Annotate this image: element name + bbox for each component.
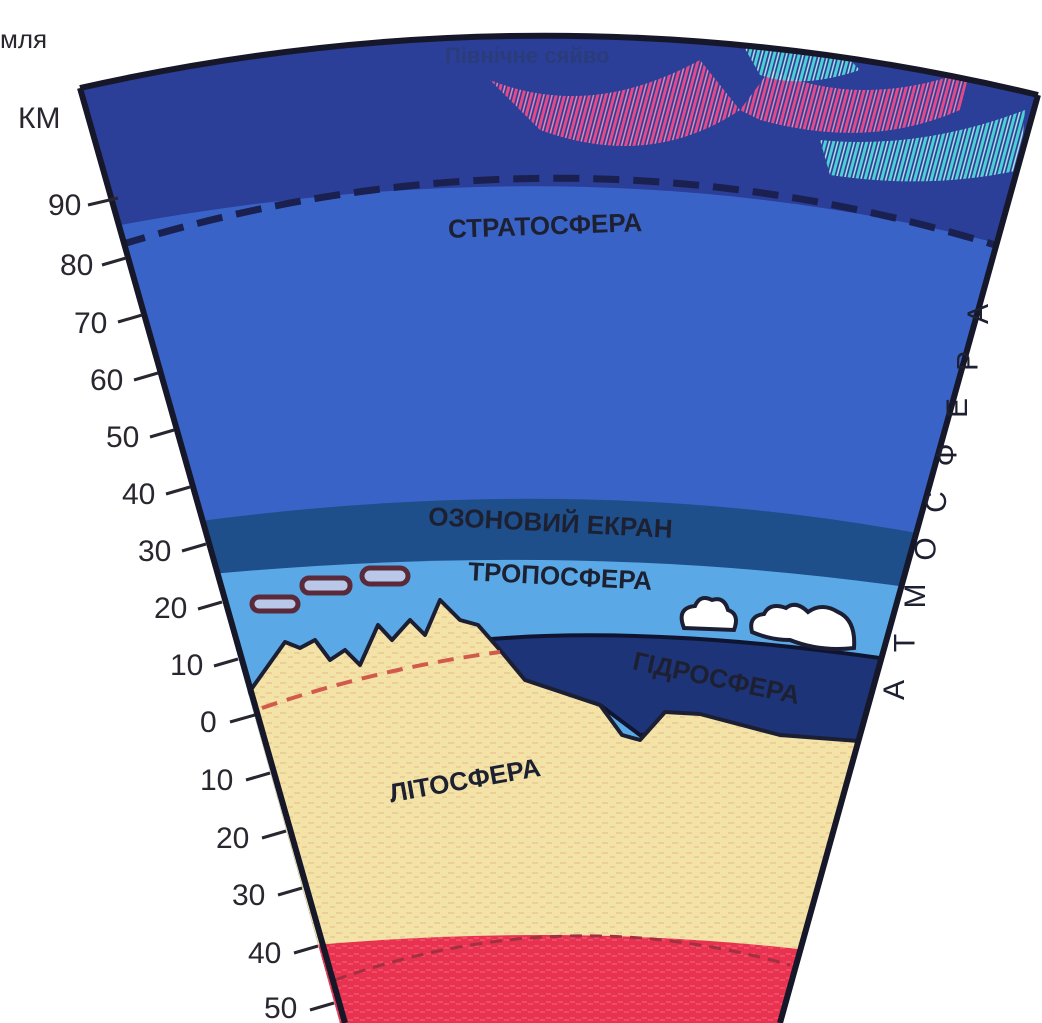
atmosphere-letter: А	[962, 304, 995, 324]
clouds-right	[679, 596, 857, 651]
atmosphere-letter: Ф	[931, 444, 964, 467]
cloud	[679, 596, 738, 633]
scale-label-0: 0	[200, 706, 217, 739]
tick	[229, 713, 256, 724]
scale-label-60: 60	[90, 364, 123, 397]
tick	[165, 485, 191, 496]
tick	[293, 944, 319, 955]
scale-ticks	[87, 196, 335, 1012]
scale-label-30: 30	[138, 535, 171, 568]
aurora-cyan-band	[740, 40, 1025, 182]
scale-label-20: 20	[154, 592, 187, 625]
scale-label-50: 50	[106, 421, 139, 454]
aurora-label: Північне сяйво	[445, 43, 610, 68]
sector-outline	[77, 32, 1041, 1023]
stratosphere-boundary-dashed	[118, 174, 1007, 252]
tick	[181, 542, 207, 553]
unit-label: КМ	[18, 102, 60, 135]
scale-label-70: 70	[74, 307, 107, 340]
cloud	[249, 594, 301, 614]
tick	[213, 657, 239, 668]
tick	[117, 313, 143, 324]
atmosphere-letter: С	[920, 491, 953, 513]
scale-label-minus-10: 10	[200, 764, 233, 797]
atmosphere-letter: А	[878, 680, 911, 700]
corner-label: мля	[0, 24, 47, 54]
stratosphere-label: СТРАТОСФЕРА	[448, 207, 643, 244]
scale-label-10: 10	[170, 649, 203, 682]
scale-label-90: 90	[48, 189, 81, 222]
scale-label-minus-50: 50	[264, 992, 297, 1023]
atmosphere-letter: О	[910, 537, 943, 560]
crust-boundary-dashed	[261, 650, 501, 710]
tick	[87, 196, 119, 207]
tick	[277, 886, 303, 897]
scale-label-minus-40: 40	[248, 937, 281, 970]
scale-label-minus-20: 20	[216, 822, 249, 855]
atmosphere-vertical-label: А Т М О С Ф Е Р А	[878, 304, 995, 700]
mantle-zone	[80, 935, 1038, 1023]
tick	[197, 600, 223, 611]
tick	[101, 256, 127, 267]
tick	[149, 428, 175, 439]
tick	[245, 771, 271, 782]
tick	[133, 371, 159, 382]
scale-label-80: 80	[60, 249, 93, 282]
tick	[261, 829, 287, 840]
clouds-left	[249, 565, 411, 614]
scale-label-minus-30: 30	[232, 879, 265, 912]
cloud	[359, 565, 411, 587]
atmosphere-letter: Е	[941, 398, 974, 418]
scale-label-40: 40	[122, 478, 155, 511]
atmosphere-letter: Т	[889, 634, 922, 652]
atmosphere-letter: Р	[952, 351, 985, 371]
mantle-boundary-dashed	[334, 934, 791, 982]
tick	[309, 1001, 335, 1012]
cloud	[749, 602, 857, 651]
cloud	[299, 575, 353, 596]
aurora-pink-band	[490, 60, 970, 146]
atmosphere-letter: М	[899, 584, 932, 609]
